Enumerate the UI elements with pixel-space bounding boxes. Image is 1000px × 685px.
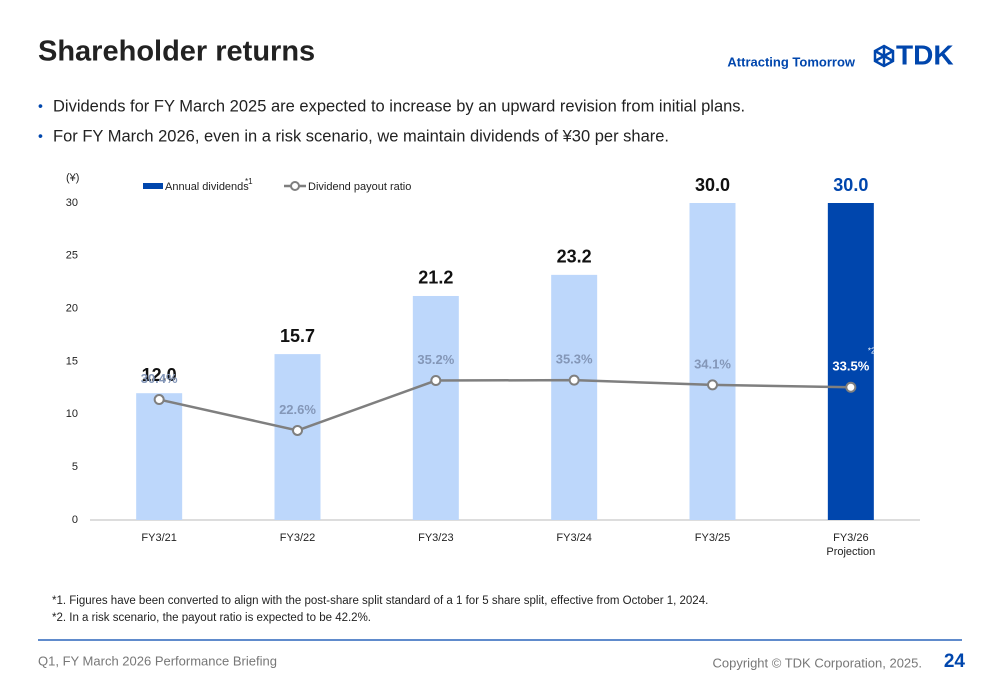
- page-number: 24: [944, 651, 966, 672]
- y-tick-label: 30: [66, 197, 78, 209]
- x-tick-label: FY3/25: [695, 532, 730, 544]
- bar-value-label: 21.2: [418, 268, 453, 288]
- legend-label: Annual dividends: [165, 181, 249, 193]
- y-tick-label: 5: [72, 461, 78, 473]
- bullet: For FY March 2026, even in a risk scenar…: [53, 127, 669, 145]
- x-tick-label: FY3/26: [833, 532, 868, 544]
- annotation: *2: [868, 346, 876, 355]
- bar-value-label: 15.7: [280, 326, 315, 346]
- footer-left: Q1, FY March 2026 Performance Briefing: [38, 653, 277, 668]
- legend-note: *1: [245, 177, 253, 186]
- bar-value-label: 30.0: [695, 175, 730, 195]
- line-marker: [568, 374, 580, 386]
- bar-value-label: 23.2: [557, 247, 592, 267]
- bar: [689, 203, 736, 520]
- line-marker: [845, 381, 857, 393]
- line-value-label: 35.2%: [417, 352, 454, 367]
- line-marker: [153, 394, 165, 406]
- bar: [136, 393, 183, 520]
- line-marker: [430, 375, 442, 387]
- x-tick-label: FY3/23: [418, 532, 453, 544]
- y-tick-label: 20: [66, 303, 78, 315]
- tagline: Attracting Tomorrow: [727, 54, 855, 69]
- y-tick-label: 25: [66, 250, 78, 262]
- bullet-dot: •: [38, 128, 43, 144]
- line: [158, 378, 851, 432]
- x-sublabel: Projection: [826, 546, 875, 558]
- chart: 0 5 10 15 20 25 30 FY3/21 FY3/22 FY3/23 FY3/24 FY3/…: [66, 175, 920, 558]
- line-value-label: 35.3%: [556, 352, 593, 367]
- legend-swatch: [290, 181, 300, 191]
- bar: [412, 295, 459, 520]
- bar-value-label: 30.0: [833, 175, 868, 195]
- legend-swatch: [143, 183, 163, 189]
- y-tick-label: 15: [66, 355, 78, 367]
- title: Shareholder returns: [38, 36, 315, 68]
- line-value-label: 30.4%: [141, 371, 178, 386]
- logo: TDK: [896, 39, 954, 70]
- legend-label: Dividend payout ratio: [308, 181, 411, 193]
- y-tick-label: 10: [66, 408, 78, 420]
- line-marker: [707, 379, 718, 391]
- copyright: Copyright © TDK Corporation, 2025.: [713, 655, 923, 670]
- bar-value-label: 12.0: [142, 365, 177, 385]
- line-value-label: 22.6%: [279, 402, 316, 417]
- x-tick-label: FY3/22: [280, 532, 315, 544]
- line-marker: [292, 424, 303, 436]
- x-tick-label: FY3/24: [556, 532, 591, 544]
- logo-icon: [873, 44, 895, 68]
- bullet-dot: •: [38, 98, 43, 114]
- line-value-label: 34.1%: [694, 356, 731, 371]
- bullet: Dividends for FY March 2025 are expected…: [53, 97, 745, 115]
- bar: [827, 203, 874, 520]
- y-tick-label: 0: [72, 514, 78, 526]
- y-unit: (¥): [66, 172, 79, 184]
- bar: [274, 354, 321, 520]
- footnote: *1. Figures have been converted to align…: [52, 595, 708, 607]
- footnote: *2. In a risk scenario, the payout ratio…: [52, 612, 371, 624]
- bar: [551, 274, 598, 520]
- line-value-label: 33.5%: [832, 359, 869, 374]
- x-tick-label: FY3/21: [141, 532, 176, 544]
